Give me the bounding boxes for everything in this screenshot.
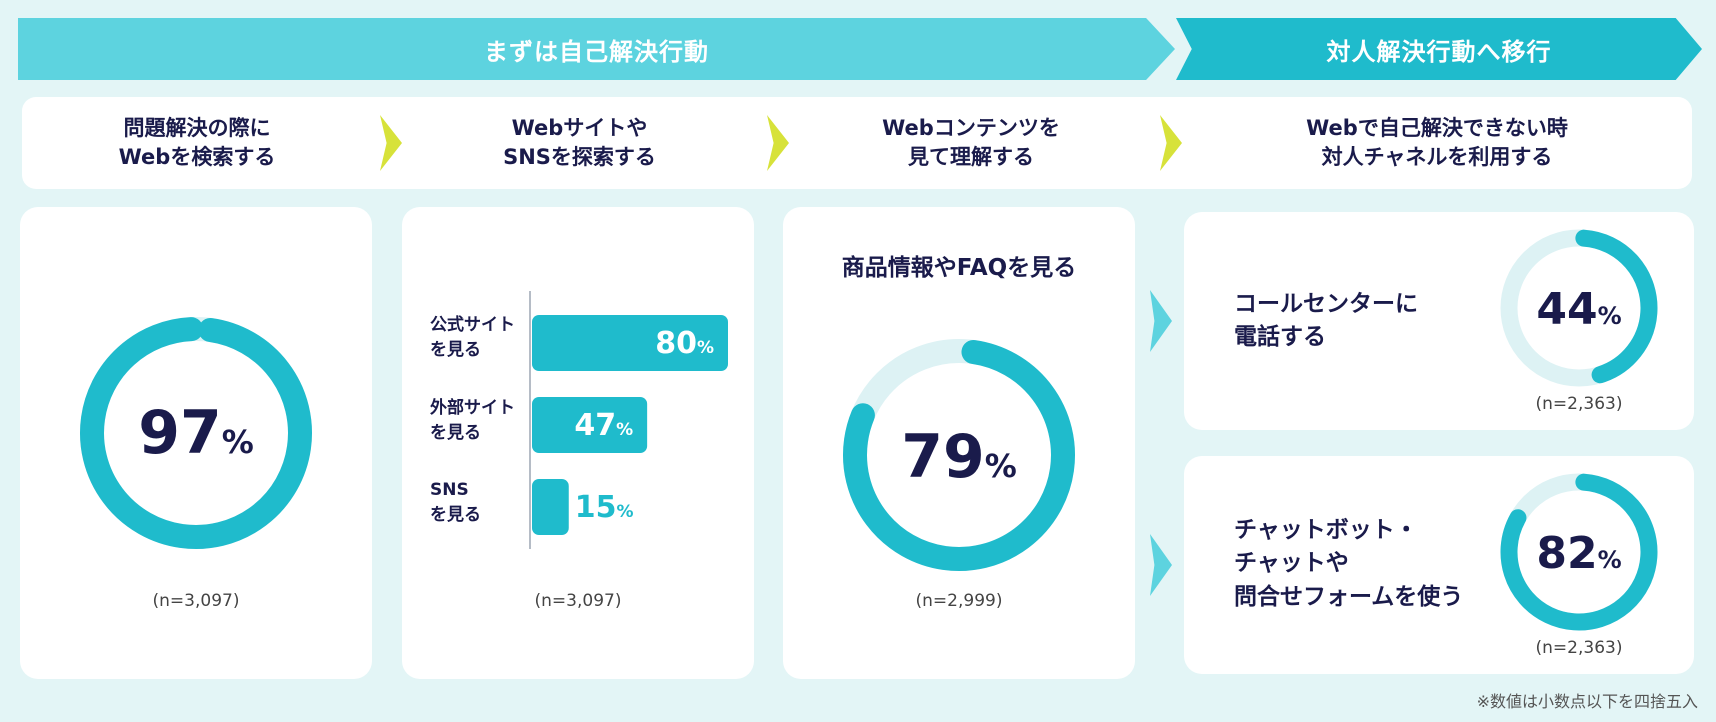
donut-chart-chat: 82% xyxy=(1500,473,1658,631)
card-title: 商品情報やFAQを見る xyxy=(841,255,1077,281)
call-center-card: コールセンターに 電話する 44% (n=2,363) xyxy=(1184,212,1694,430)
value-number: 82 xyxy=(1536,528,1597,579)
donut-chart-call: 44% xyxy=(1500,229,1658,387)
step-4: Webで自己解決できない時 対人チャネルを利用する xyxy=(1306,115,1568,169)
bar-label: SNS を見る xyxy=(430,480,481,525)
step-3: Webコンテンツを 見て理解する xyxy=(882,115,1060,169)
donut-arc xyxy=(80,317,312,549)
banner-label: 対人解決行動へ移行 xyxy=(1326,37,1552,66)
chevron-right-icon xyxy=(1160,115,1182,171)
value-number: 44 xyxy=(1536,284,1597,335)
donut-arc xyxy=(1500,473,1658,631)
footnote: ※数値は小数点以下を四捨五入 xyxy=(1476,692,1698,711)
step-2: Webサイトや SNSを探索する xyxy=(503,115,656,169)
bar xyxy=(532,397,648,453)
web-search-card: 97% (n=3,097) xyxy=(20,207,372,679)
donut-value: 97% xyxy=(138,398,254,468)
steps-bar: 問題解決の際に Webを検索する Webサイトや SNSを探索する Webコンテ… xyxy=(22,97,1692,189)
bar-chart-explore: 80% 47% 15% xyxy=(529,291,728,549)
sample-size: (n=3,097) xyxy=(152,591,240,611)
value-unit: % xyxy=(1598,546,1622,574)
web-explore-card: 公式サイト を見る 外部サイト を見る SNS を見る 80% 47% 15% (n… xyxy=(402,207,754,679)
content-card: 商品情報やFAQを見る 79% (n=2,999) xyxy=(783,207,1135,679)
sample-size: (n=2,999) xyxy=(915,591,1003,611)
card-title: コールセンターに 電話する xyxy=(1234,291,1418,351)
donut-value: 79% xyxy=(901,422,1017,492)
donut-chart-content: 79% xyxy=(843,338,1075,571)
bar-label: 外部サイト を見る xyxy=(430,398,515,443)
chevron-right-icon xyxy=(1150,534,1172,596)
donut-value: 82% xyxy=(1536,528,1621,579)
donut-value: 44% xyxy=(1536,284,1621,335)
bar-label: 公式サイト を見る xyxy=(430,315,515,360)
step-1: 問題解決の際に Webを検索する xyxy=(118,115,276,169)
chevron-right-icon xyxy=(767,115,789,171)
value-unit: % xyxy=(222,423,254,461)
donut-arc xyxy=(1500,229,1658,387)
value-unit: % xyxy=(1598,302,1622,330)
self-resolution-banner: まずは自己解決行動 xyxy=(18,18,1175,80)
bar xyxy=(532,315,728,371)
bar xyxy=(532,479,569,535)
bar-value-label: 80% xyxy=(655,326,714,361)
chat-card: チャットボット・ チャットや 問合せフォームを使う 82% (n=2,363) xyxy=(1184,456,1694,674)
donut-arc xyxy=(843,338,1075,571)
bar-value-label: 47% xyxy=(574,408,633,443)
value-unit: % xyxy=(985,447,1017,485)
donut-chart-search: 97% xyxy=(80,317,312,549)
banner-label: まずは自己解決行動 xyxy=(484,37,709,66)
sample-size: (n=2,363) xyxy=(1535,638,1623,658)
chevron-right-icon xyxy=(380,115,402,171)
sample-size: (n=2,363) xyxy=(1535,394,1623,414)
chevron-right-icon xyxy=(1150,290,1172,352)
value-number: 79 xyxy=(901,422,985,492)
value-number: 97 xyxy=(138,398,222,468)
person-resolution-banner: 対人解決行動へ移行 xyxy=(1176,18,1702,80)
sample-size: (n=3,097) xyxy=(534,591,622,611)
card-title: チャットボット・ チャットや 問合せフォームを使う xyxy=(1234,517,1464,610)
bar-value-label: 15% xyxy=(575,490,634,525)
